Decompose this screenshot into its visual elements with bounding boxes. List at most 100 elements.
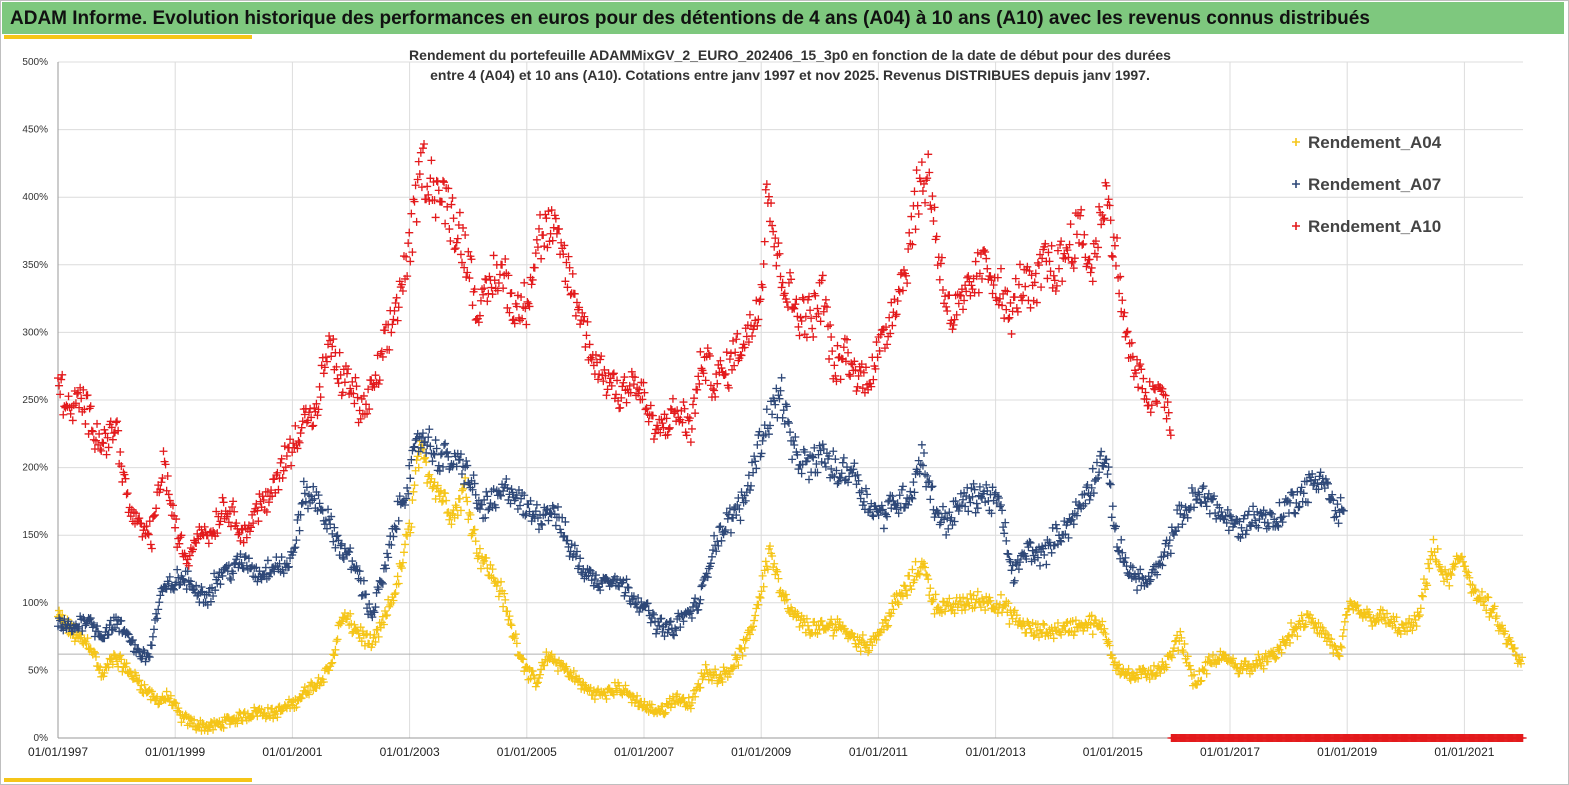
data-point [310, 494, 319, 503]
data-point [902, 586, 911, 595]
data-point [829, 631, 838, 640]
data-point [1085, 612, 1094, 621]
data-point [1269, 647, 1278, 656]
data-point [892, 505, 901, 514]
data-point [86, 402, 95, 411]
data-point [539, 231, 548, 240]
data-point [917, 158, 926, 167]
data-point [931, 590, 940, 599]
data-point [1412, 622, 1421, 631]
data-point [382, 564, 391, 573]
data-point [877, 501, 886, 510]
data-point [1004, 550, 1013, 559]
data-point [532, 235, 541, 244]
data-point [721, 526, 730, 535]
data-point [456, 250, 465, 259]
data-point [411, 181, 420, 190]
data-point [487, 487, 496, 496]
data-point [353, 393, 362, 402]
data-point [1316, 468, 1325, 477]
data-point [352, 561, 361, 570]
data-point [384, 553, 393, 562]
data-point [1443, 575, 1452, 584]
data-point [1511, 651, 1520, 660]
data-point [523, 297, 532, 306]
data-point [1134, 674, 1143, 683]
data-point [1263, 518, 1272, 527]
data-point [1418, 592, 1427, 601]
data-point [846, 372, 855, 381]
data-point [684, 693, 693, 702]
data-point [494, 279, 503, 288]
data-point [236, 550, 245, 559]
data-point [745, 310, 754, 319]
data-point [855, 488, 864, 497]
data-point [883, 512, 892, 521]
data-point [1052, 281, 1061, 290]
data-point [394, 579, 403, 588]
data-point [660, 710, 669, 719]
data-point [374, 585, 383, 594]
data-point [468, 529, 477, 538]
data-point [1097, 447, 1106, 456]
data-point [793, 450, 802, 459]
data-point [470, 525, 479, 534]
data-point [1052, 524, 1061, 533]
data-point [759, 582, 768, 591]
data-point [1040, 620, 1049, 629]
data-point [1490, 602, 1499, 611]
data-point [1202, 502, 1211, 511]
data-point [542, 648, 551, 657]
data-point [1088, 277, 1097, 286]
data-point [971, 508, 980, 517]
data-point [757, 449, 766, 458]
data-point [954, 299, 963, 308]
data-point [981, 606, 990, 615]
data-point [930, 609, 939, 618]
data-point [229, 497, 238, 506]
data-point [570, 541, 579, 550]
data-point [1025, 266, 1034, 275]
data-point [927, 483, 936, 492]
data-point [1062, 619, 1071, 628]
data-point [117, 462, 126, 471]
data-point [258, 492, 267, 501]
data-point [717, 364, 726, 373]
data-point [1046, 267, 1055, 276]
data-point [59, 410, 68, 419]
data-point [679, 617, 688, 626]
data-point [440, 178, 449, 187]
data-point [516, 501, 525, 510]
data-point [1056, 240, 1065, 249]
data-point [463, 497, 472, 506]
data-point [239, 538, 248, 547]
data-point [558, 513, 567, 522]
data-point [159, 447, 168, 456]
data-point [1070, 627, 1079, 636]
data-point [1185, 505, 1194, 514]
data-point [1160, 403, 1169, 412]
data-point [563, 536, 572, 545]
data-point [730, 361, 739, 370]
data-point [966, 291, 975, 300]
data-point [357, 637, 366, 646]
data-point [1064, 253, 1073, 262]
data-point [165, 697, 174, 706]
data-point [1458, 557, 1467, 566]
data-point [528, 667, 537, 676]
data-point [758, 436, 767, 445]
data-point [836, 375, 845, 384]
data-point [1226, 512, 1235, 521]
data-point [72, 389, 81, 398]
data-point [263, 556, 272, 565]
y-tick-label: 300% [22, 327, 48, 338]
data-point [322, 357, 331, 366]
data-point [1055, 264, 1064, 273]
data-point [613, 376, 622, 385]
data-point [1192, 496, 1201, 505]
data-point [293, 515, 302, 524]
data-point [503, 484, 512, 493]
data-point [66, 409, 75, 418]
data-point [853, 470, 862, 479]
data-point [1002, 305, 1011, 314]
